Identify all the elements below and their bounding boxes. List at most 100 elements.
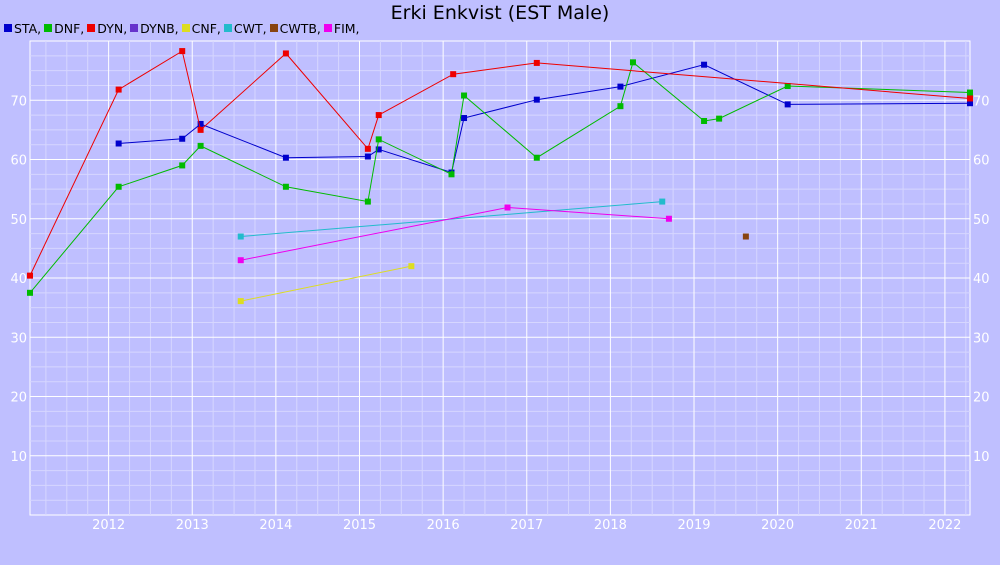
- data-point: [533, 59, 540, 66]
- data-point: [450, 71, 457, 78]
- data-point: [375, 136, 382, 143]
- legend-item: CWT,: [223, 20, 267, 36]
- y-tick-label-left: 60: [10, 154, 27, 169]
- data-point: [237, 233, 244, 240]
- legend-item: CWTB,: [269, 20, 321, 36]
- series-line-1: [29, 61, 971, 294]
- y-tick-label-right: 10: [973, 450, 990, 465]
- legend-swatch: [130, 24, 139, 32]
- legend-swatch: [223, 24, 232, 32]
- x-tick-label: 2015: [343, 518, 376, 533]
- data-point: [784, 101, 791, 108]
- data-point: [115, 183, 122, 190]
- data-point: [364, 145, 371, 152]
- data-point: [617, 103, 624, 110]
- data-point: [784, 83, 791, 90]
- legend-item: DYN,: [87, 21, 127, 36]
- y-tick-label-left: 10: [10, 450, 27, 465]
- legend-swatch: [323, 24, 332, 32]
- legend-label: DYN,: [97, 20, 128, 36]
- legend: STA, DNF, DYN, DYNB, CNF, CWT, CWTB, FIM,: [4, 20, 363, 36]
- legend-label: DYNB,: [140, 20, 179, 36]
- legend-swatch: [181, 24, 190, 32]
- data-point: [659, 198, 666, 205]
- data-point: [461, 92, 468, 99]
- data-point: [237, 257, 244, 264]
- legend-item: FIM,: [323, 20, 360, 36]
- x-tick-label: 2014: [259, 518, 292, 533]
- x-tick-label: 2022: [928, 518, 961, 533]
- data-point: [665, 215, 672, 222]
- x-tick-label: 2016: [427, 518, 460, 533]
- legend-item: STA,: [4, 21, 41, 36]
- legend-label: DNF,: [54, 20, 85, 36]
- y-tick-label-right: 70: [973, 94, 990, 109]
- data-point: [967, 100, 973, 107]
- data-point: [461, 115, 468, 122]
- data-point: [375, 112, 382, 119]
- data-point: [27, 289, 33, 296]
- data-point: [197, 120, 204, 127]
- legend-swatch: [44, 24, 53, 32]
- legend-item: DNF,: [44, 21, 84, 36]
- x-tick-label: 2018: [594, 518, 627, 533]
- data-point: [115, 86, 122, 93]
- legend-swatch: [269, 24, 278, 32]
- y-tick-label-right: 40: [973, 272, 990, 287]
- y-tick-label-right: 30: [973, 331, 990, 346]
- x-tick-label: 2012: [92, 518, 125, 533]
- x-tick-label: 2019: [677, 518, 710, 533]
- y-tick-label-left: 30: [10, 331, 27, 346]
- data-point: [701, 117, 708, 124]
- data-point: [629, 59, 636, 66]
- legend-item: DYNB,: [130, 20, 179, 36]
- y-tick-label-right: 50: [973, 213, 990, 228]
- data-point: [364, 198, 371, 205]
- data-point: [742, 233, 749, 240]
- legend-swatch: [87, 24, 96, 32]
- data-point: [27, 272, 33, 279]
- legend-label: CWT,: [233, 20, 267, 36]
- data-point: [504, 204, 511, 211]
- chart-title: Erki Enkvist (EST Male): [390, 2, 610, 24]
- legend-label: FIM,: [333, 20, 360, 36]
- data-point: [237, 298, 244, 305]
- data-point: [617, 83, 624, 90]
- legend-label: CWTB,: [279, 20, 321, 36]
- y-tick-label-left: 20: [10, 391, 27, 406]
- legend-label: STA,: [14, 20, 42, 36]
- y-tick-label-left: 40: [10, 272, 27, 287]
- data-point: [716, 115, 723, 122]
- y-tick-label-left: 70: [10, 94, 27, 109]
- x-tick-label: 2021: [845, 518, 878, 533]
- legend-swatch: [4, 24, 12, 32]
- data-point: [179, 135, 186, 142]
- y-tick-label-right: 20: [973, 391, 990, 406]
- data-point: [533, 154, 540, 161]
- x-tick-label: 2020: [761, 518, 794, 533]
- data-point: [282, 183, 289, 190]
- data-point: [448, 171, 455, 178]
- data-point: [179, 162, 186, 169]
- data-point: [701, 61, 708, 68]
- legend-label: CNF,: [191, 20, 221, 36]
- data-point: [282, 154, 289, 161]
- data-point: [533, 96, 540, 103]
- series-line-2: [29, 50, 971, 276]
- data-point: [115, 140, 122, 147]
- data-point: [967, 95, 973, 102]
- data-point: [282, 50, 289, 57]
- data-point: [375, 146, 382, 153]
- x-tick-label: 2013: [176, 518, 209, 533]
- series-line-4: [240, 265, 412, 302]
- y-tick-label-left: 50: [10, 213, 27, 228]
- data-point: [197, 126, 204, 133]
- y-tick-label-right: 60: [973, 154, 990, 169]
- x-tick-label: 2017: [510, 518, 543, 533]
- legend-item: CNF,: [181, 20, 221, 36]
- data-point: [967, 89, 973, 96]
- data-point: [408, 263, 415, 270]
- data-point: [179, 48, 186, 55]
- data-point: [364, 153, 371, 160]
